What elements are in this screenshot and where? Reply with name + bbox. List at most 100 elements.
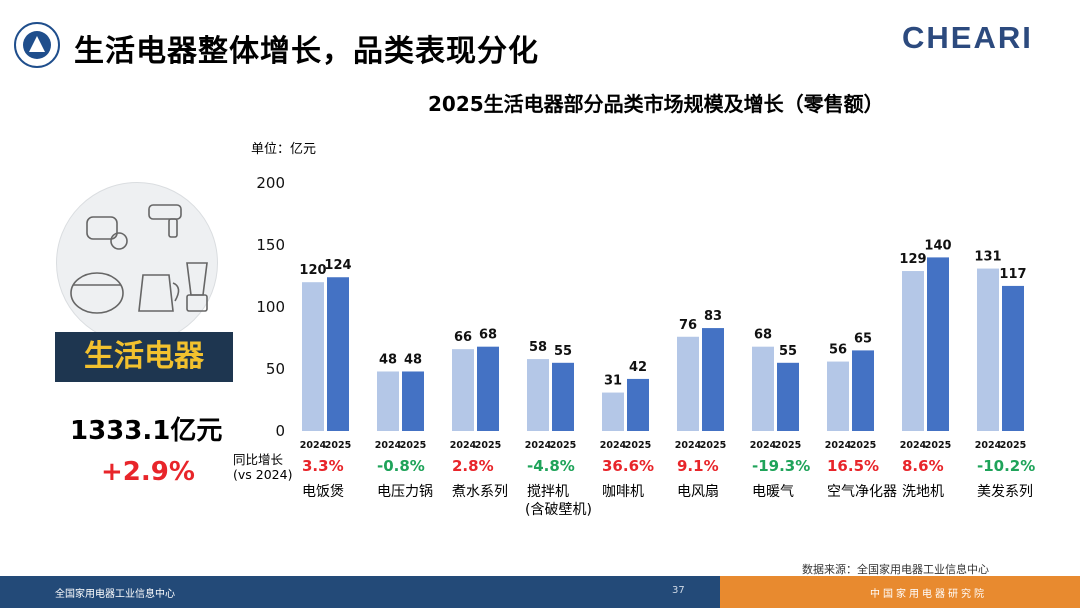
value-label-2024: 68 <box>754 328 772 343</box>
x-tick-label-2025: 2025 <box>625 440 651 451</box>
category-label: 洗地机 <box>902 484 944 500</box>
x-tick-label-2024: 2024 <box>300 440 327 451</box>
value-label-2024: 58 <box>529 340 547 355</box>
growth-label: -19.3% <box>752 457 810 475</box>
y-tick-label: 200 <box>256 174 285 192</box>
bar-2024 <box>377 371 399 431</box>
bar-2024 <box>677 336 699 431</box>
x-tick-label-2025: 2025 <box>850 440 876 451</box>
bar-2025 <box>777 362 799 431</box>
x-tick-label-2024: 2024 <box>525 440 552 451</box>
bar-2025 <box>627 378 649 431</box>
value-label-2025: 68 <box>479 328 497 343</box>
x-tick-label-2025: 2025 <box>550 440 576 451</box>
bar-2025 <box>927 257 949 431</box>
value-label-2025: 55 <box>554 344 572 359</box>
value-label-2025: 55 <box>779 344 797 359</box>
bar-2024 <box>902 271 924 431</box>
organization-logo <box>14 22 60 68</box>
x-tick-label-2025: 2025 <box>325 440 351 451</box>
growth-label: 2.8% <box>452 457 494 475</box>
x-tick-label-2025: 2025 <box>925 440 951 451</box>
growth-label: 3.3% <box>302 457 344 475</box>
x-tick-label-2024: 2024 <box>825 440 852 451</box>
bar-2025 <box>477 346 499 431</box>
x-tick-label-2024: 2024 <box>900 440 927 451</box>
x-tick-label-2025: 2025 <box>475 440 501 451</box>
bar-2025 <box>402 371 424 431</box>
x-tick-label-2024: 2024 <box>375 440 402 451</box>
vacuum-icon <box>86 216 118 240</box>
bar-2025 <box>1002 285 1024 431</box>
vacuum-wheel-icon <box>110 232 128 250</box>
unit-label: 单位：亿元 <box>251 142 317 157</box>
x-tick-label-2025: 2025 <box>700 440 726 451</box>
x-tick-label-2024: 2024 <box>450 440 477 451</box>
rice-cooker-icon <box>70 272 124 314</box>
growth-row-label: 同比增长 (vs 2024) <box>233 452 292 482</box>
appliance-icons <box>70 204 208 314</box>
growth-row-label-line2: (vs 2024) <box>233 467 293 482</box>
x-tick-label-2024: 2024 <box>750 440 777 451</box>
category-label: 电暖气 <box>752 484 794 500</box>
category-label: 咖啡机 <box>602 484 644 500</box>
blender-icon <box>186 262 208 296</box>
hair-dryer-icon <box>148 204 182 220</box>
value-label-2024: 76 <box>679 318 697 333</box>
bar-2024 <box>752 346 774 431</box>
growth-label: -10.2% <box>977 457 1035 475</box>
x-tick-label-2025: 2025 <box>1000 440 1026 451</box>
growth-label: 8.6% <box>902 457 944 475</box>
category-label: 搅拌机 <box>527 484 569 500</box>
category-label: 电风扇 <box>677 484 719 500</box>
value-label-2024: 131 <box>974 250 1001 265</box>
category-label: 电压力锅 <box>377 484 433 500</box>
value-label-2025: 140 <box>924 238 951 253</box>
bar-2024 <box>452 349 474 431</box>
page-title: 生活电器整体增长，品类表现分化 <box>74 34 539 69</box>
footer-right-band <box>720 576 1080 608</box>
value-label-2024: 129 <box>899 252 926 267</box>
kettle-icon <box>138 274 174 312</box>
category-label: 电饭煲 <box>302 483 344 500</box>
growth-label: -0.8% <box>377 457 425 475</box>
value-label-2025: 117 <box>999 267 1026 282</box>
value-label-2024: 56 <box>829 343 847 358</box>
y-tick-label: 50 <box>266 360 285 378</box>
value-label-2024: 120 <box>299 263 326 278</box>
category-label: 煮水系列 <box>452 484 508 500</box>
category-label: 美发系列 <box>977 484 1033 500</box>
footer-right-text: 中国家用电器研究院 <box>870 589 987 600</box>
bar-2025 <box>852 350 874 431</box>
bar-2024 <box>527 359 549 431</box>
growth-label: -4.8% <box>527 457 575 475</box>
appliance-illustration <box>56 182 218 344</box>
value-label-2024: 48 <box>379 352 397 367</box>
category-badge: 生活电器 <box>55 332 233 382</box>
value-label-2025: 48 <box>404 352 422 367</box>
total-market-value: 1333.1亿元 <box>70 416 223 446</box>
page-number: 37 <box>672 585 685 596</box>
y-tick-label: 100 <box>256 298 285 316</box>
growth-label: 36.6% <box>602 457 654 475</box>
growth-label: 9.1% <box>677 457 719 475</box>
bar-2024 <box>602 392 624 431</box>
growth-label: 16.5% <box>827 457 879 475</box>
value-label-2025: 124 <box>324 258 351 273</box>
footer-left-text: 全国家用电器工业信息中心 <box>55 589 175 600</box>
value-label-2024: 66 <box>454 330 472 345</box>
chart-title: 2025生活电器部分品类市场规模及增长（零售额） <box>428 92 884 116</box>
bar-2025 <box>327 277 349 431</box>
total-growth: +2.9% <box>101 457 195 487</box>
x-tick-label-2025: 2025 <box>400 440 426 451</box>
bar-2024 <box>302 282 324 431</box>
x-tick-label-2024: 2024 <box>675 440 702 451</box>
value-label-2024: 31 <box>604 374 622 389</box>
value-label-2025: 65 <box>854 331 872 346</box>
category-label-line2: (含破壁机) <box>525 502 592 518</box>
x-tick-label-2024: 2024 <box>600 440 627 451</box>
value-label-2025: 42 <box>629 360 647 375</box>
y-tick-label: 150 <box>256 236 285 254</box>
bar-2025 <box>552 362 574 431</box>
